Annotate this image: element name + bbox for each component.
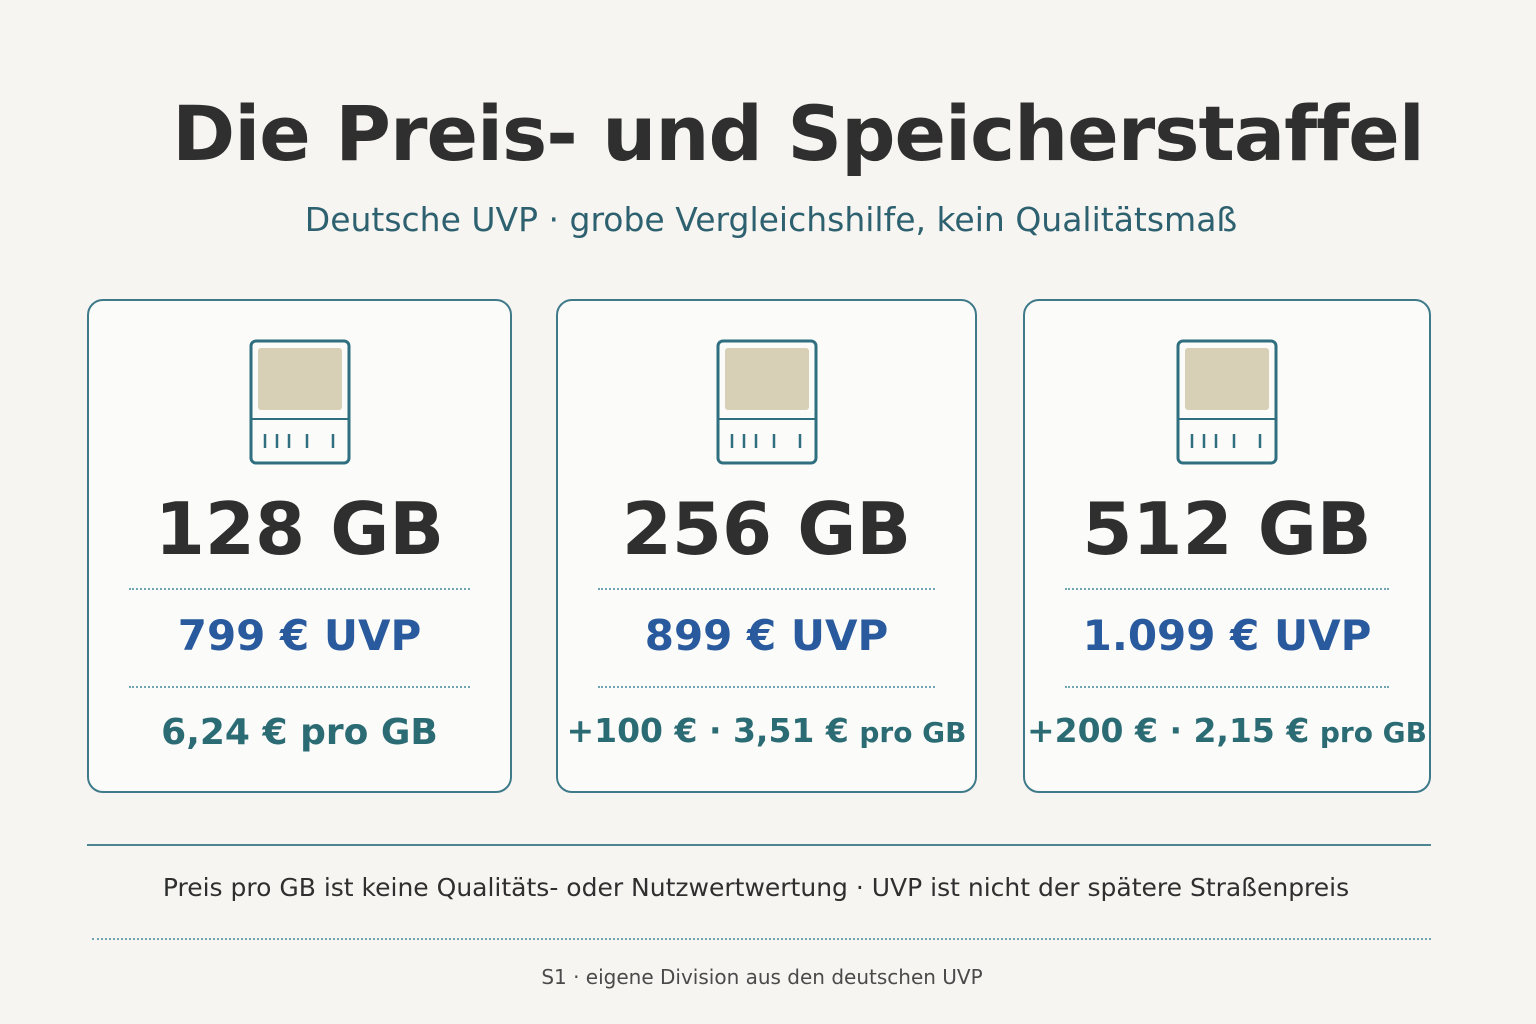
price-per-gb: 6,24 € pro GB bbox=[89, 713, 510, 753]
storage-card-128: 128 GB 799 € UVP 6,24 € pro GB bbox=[87, 299, 512, 793]
memory-chip-icon bbox=[716, 339, 817, 465]
price-per-gb-unit: pro GB bbox=[1319, 716, 1428, 749]
page-title: Die Preis- und Speicherstaffel bbox=[172, 89, 1425, 178]
divider bbox=[598, 686, 935, 688]
price-label: 799 € UVP bbox=[177, 611, 422, 660]
price-per-gb-value: +200 € · 2,15 € bbox=[1026, 711, 1310, 750]
divider bbox=[1065, 588, 1389, 590]
capacity-label: 128 GB bbox=[154, 487, 445, 571]
price-per-gb: +200 € · 2,15 € pro GB bbox=[1025, 711, 1429, 750]
memory-chip-icon bbox=[1176, 339, 1278, 465]
price-label: 899 € UVP bbox=[644, 611, 889, 660]
price-per-gb-value: 6,24 € pro GB bbox=[161, 712, 438, 753]
price-label: 1.099 € UVP bbox=[1082, 611, 1372, 660]
footer-note: Preis pro GB ist keine Qualitäts- oder N… bbox=[162, 873, 1350, 902]
page-subtitle: Deutsche UVP · grobe Vergleichshilfe, ke… bbox=[304, 200, 1238, 239]
divider bbox=[598, 588, 935, 590]
storage-card-256: 256 GB 899 € UVP +100 € · 3,51 € pro GB bbox=[556, 299, 977, 793]
divider bbox=[129, 588, 470, 590]
divider bbox=[129, 686, 470, 688]
footer-divider bbox=[87, 844, 1431, 846]
footer-dotted-divider bbox=[92, 938, 1431, 940]
storage-card-512: 512 GB 1.099 € UVP +200 € · 2,15 € pro G… bbox=[1023, 299, 1431, 793]
memory-chip-icon bbox=[249, 339, 350, 465]
capacity-label: 256 GB bbox=[621, 487, 912, 571]
divider bbox=[1065, 686, 1389, 688]
source-note: S1 · eigene Division aus den deutschen U… bbox=[541, 965, 983, 989]
price-per-gb: +100 € · 3,51 € pro GB bbox=[558, 711, 975, 750]
capacity-label: 512 GB bbox=[1082, 487, 1372, 571]
price-per-gb-value: +100 € · 3,51 € bbox=[566, 711, 849, 750]
price-per-gb-unit: pro GB bbox=[859, 716, 967, 749]
